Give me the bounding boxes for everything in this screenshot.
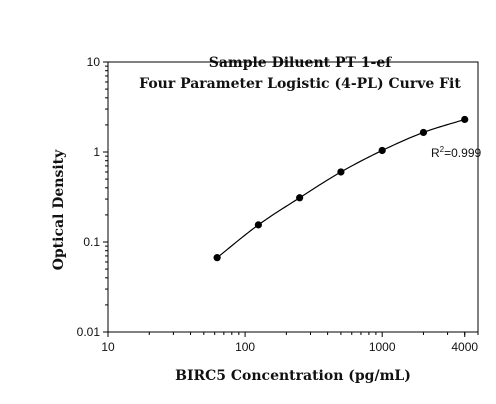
- plot-frame: [107, 61, 479, 333]
- data-point: [337, 168, 345, 176]
- data-point: [419, 128, 428, 137]
- r-squared-superscript: 2: [440, 145, 445, 154]
- y-tick-label: 1: [93, 145, 100, 159]
- y-tick-label: 10: [87, 55, 101, 69]
- y-tick-label: 0.1: [83, 235, 100, 249]
- x-axis-ticks: 10 100 1000 4000: [101, 332, 479, 354]
- x-tick-label: 10: [101, 340, 115, 354]
- chart-title: Sample Diluent PT 1-ef: [209, 55, 393, 71]
- x-tick-label: 100: [235, 340, 255, 354]
- x-tick-label: 1000: [369, 340, 396, 354]
- data-point: [378, 146, 386, 155]
- data-point: [296, 194, 304, 202]
- y-axis-title: Optical Density: [51, 149, 67, 270]
- y-axis-ticks: 0.01 0.1 1 10: [77, 55, 108, 339]
- r-squared-value: =0.999: [444, 146, 481, 160]
- r-squared-annotation: R2=0.999: [431, 145, 481, 160]
- x-axis-title: BIRC5 Concentration (pg/mL): [175, 368, 411, 384]
- r-squared-prefix: R: [431, 146, 440, 160]
- data-points: [213, 115, 469, 262]
- x-tick-label: 4000: [451, 340, 478, 354]
- y-tick-label: 0.01: [77, 325, 101, 339]
- data-point: [213, 254, 221, 262]
- data-point: [254, 221, 262, 229]
- chart-subtitle: Four Parameter Logistic (4-PL) Curve Fit: [139, 76, 461, 92]
- fit-curve-line: [216, 118, 465, 259]
- data-point: [461, 115, 469, 124]
